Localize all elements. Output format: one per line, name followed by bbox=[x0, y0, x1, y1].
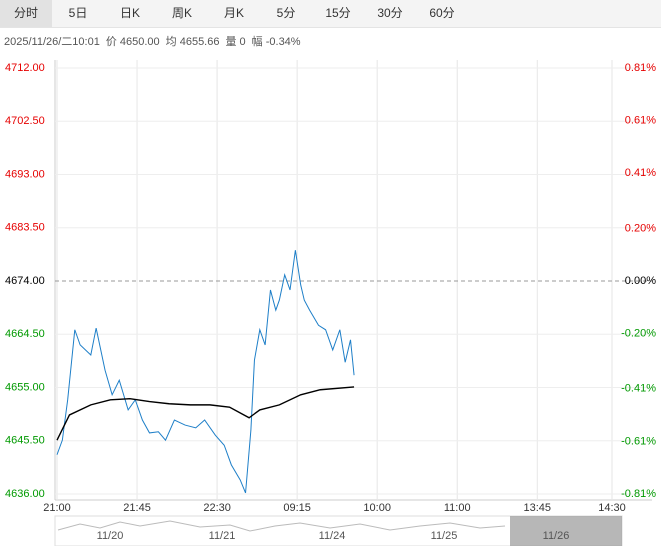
info-item: 量 0 bbox=[225, 36, 246, 48]
y2-tick-label: 0.81% bbox=[625, 62, 656, 74]
x-tick-label: 11:00 bbox=[444, 502, 471, 514]
tab[interactable]: 30分 bbox=[377, 6, 403, 20]
x-tick-label: 10:00 bbox=[363, 502, 391, 514]
tab[interactable]: 5分 bbox=[276, 6, 296, 20]
info-line: 2025/11/26/二10:01 价 4650.00 均 4655.66 量 0 幅 … bbox=[4, 33, 301, 49]
y-tick-label: 4702.50 bbox=[5, 115, 45, 127]
tab[interactable]: 日K bbox=[119, 6, 140, 20]
tab[interactable]: 60分 bbox=[429, 6, 455, 20]
x-tick-label: 21:00 bbox=[43, 502, 71, 514]
y2-tick-label: 0.41% bbox=[625, 167, 656, 179]
tab[interactable]: 月K bbox=[223, 6, 244, 20]
info-item: 价 4650.00 bbox=[105, 36, 160, 48]
info-item: 幅 -0.34% bbox=[251, 36, 301, 48]
x-tick-label: 21:45 bbox=[123, 502, 151, 514]
tab[interactable]: 分时 bbox=[0, 0, 52, 27]
tab[interactable]: 15分 bbox=[325, 6, 351, 20]
tab[interactable]: 5日 bbox=[68, 6, 88, 20]
info-item: 2025/11/26/二10:01 bbox=[4, 36, 100, 48]
navigator-date: 11/26 bbox=[543, 530, 570, 542]
navigator-window[interactable] bbox=[510, 516, 622, 546]
y2-tick-label: -0.61% bbox=[621, 435, 656, 447]
info-item: 均 4655.66 bbox=[165, 36, 220, 48]
y-tick-label: 4655.00 bbox=[5, 381, 45, 393]
y2-tick-label: -0.41% bbox=[621, 383, 656, 395]
tab[interactable]: 周K bbox=[171, 6, 192, 20]
y2-tick-label: -0.81% bbox=[621, 488, 656, 500]
y2-tick-label: 0.61% bbox=[625, 114, 656, 126]
y2-tick-label: -0.20% bbox=[621, 327, 656, 339]
tab-bar: 分时 5日 日K 周K 月K 5分 15分 30分 60分 bbox=[0, 0, 661, 28]
x-tick-label: 22:30 bbox=[203, 502, 231, 514]
y-tick-label: 4664.50 bbox=[5, 328, 45, 340]
navigator-date: 11/24 bbox=[319, 530, 346, 542]
price-line bbox=[56, 386, 355, 441]
navigator-date: 11/21 bbox=[209, 530, 236, 542]
y2-tick-label: 0.20% bbox=[625, 222, 656, 234]
x-tick-label: 13:45 bbox=[524, 502, 552, 514]
navigator-date: 11/25 bbox=[431, 530, 458, 542]
price-line bbox=[56, 250, 355, 494]
y-tick-label: 4693.00 bbox=[5, 168, 45, 180]
y-tick-label: 4683.50 bbox=[5, 222, 45, 234]
y2-tick-label: 0.00% bbox=[625, 275, 656, 287]
y-tick-label: 4636.00 bbox=[5, 488, 45, 500]
y-tick-label: 4712.00 bbox=[5, 62, 45, 74]
x-tick-label: 09:15 bbox=[283, 502, 311, 514]
navigator-date: 11/20 bbox=[97, 530, 124, 542]
y-tick-label: 4645.50 bbox=[5, 435, 45, 447]
y-tick-label: 4674.00 bbox=[5, 275, 45, 287]
x-tick-label: 14:30 bbox=[598, 502, 626, 514]
navigator-sparkline bbox=[57, 520, 506, 532]
